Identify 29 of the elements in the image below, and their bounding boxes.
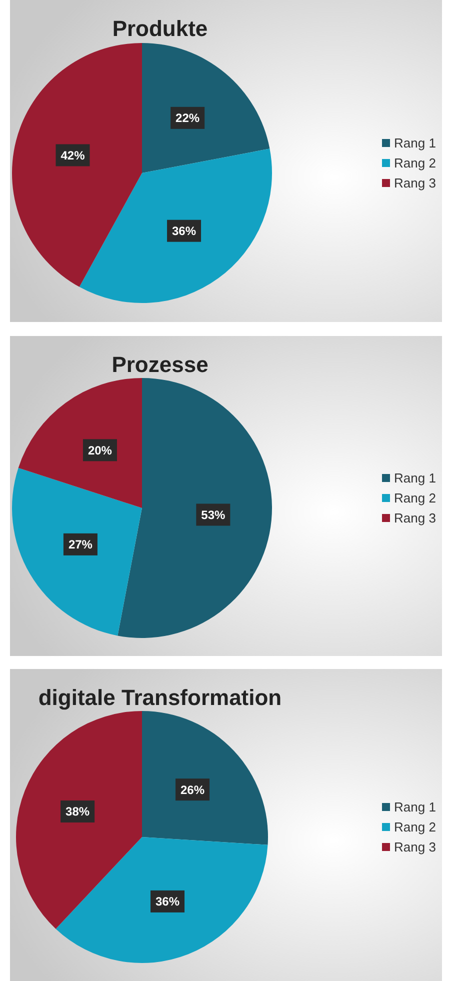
pie-slice bbox=[12, 468, 142, 636]
legend-label: Rang 1 bbox=[394, 800, 436, 815]
data-label: 42% bbox=[60, 148, 86, 162]
legend-label: Rang 1 bbox=[394, 470, 436, 486]
data-label: 26% bbox=[180, 782, 205, 797]
data-label: 36% bbox=[172, 224, 196, 238]
pie-slice bbox=[18, 378, 142, 508]
legend-label: Rang 1 bbox=[394, 136, 436, 151]
pie-slice bbox=[142, 43, 270, 173]
chart-title: digitale Transformation bbox=[38, 685, 282, 710]
pie-slice bbox=[118, 378, 272, 638]
pie-slice bbox=[142, 711, 268, 845]
data-label: 22% bbox=[176, 111, 200, 126]
legend-label: Rang 2 bbox=[394, 820, 436, 835]
data-label: 38% bbox=[66, 804, 90, 819]
legend-label: Rang 3 bbox=[394, 840, 436, 855]
legend-label: Rang 2 bbox=[394, 156, 436, 171]
chart-title: Produkte bbox=[112, 16, 208, 41]
legend-label: Rang 2 bbox=[394, 490, 436, 506]
legend-label: Rang 3 bbox=[394, 176, 436, 191]
data-label: 53% bbox=[201, 508, 226, 522]
pie-slice bbox=[12, 43, 142, 287]
data-label: 20% bbox=[88, 443, 112, 458]
data-label: 27% bbox=[68, 538, 93, 552]
data-label: 36% bbox=[155, 894, 180, 909]
chart-title: Prozesse bbox=[112, 352, 208, 377]
legend-label: Rang 3 bbox=[394, 510, 436, 526]
pie-slice bbox=[56, 837, 268, 963]
pie-slice bbox=[16, 711, 142, 929]
